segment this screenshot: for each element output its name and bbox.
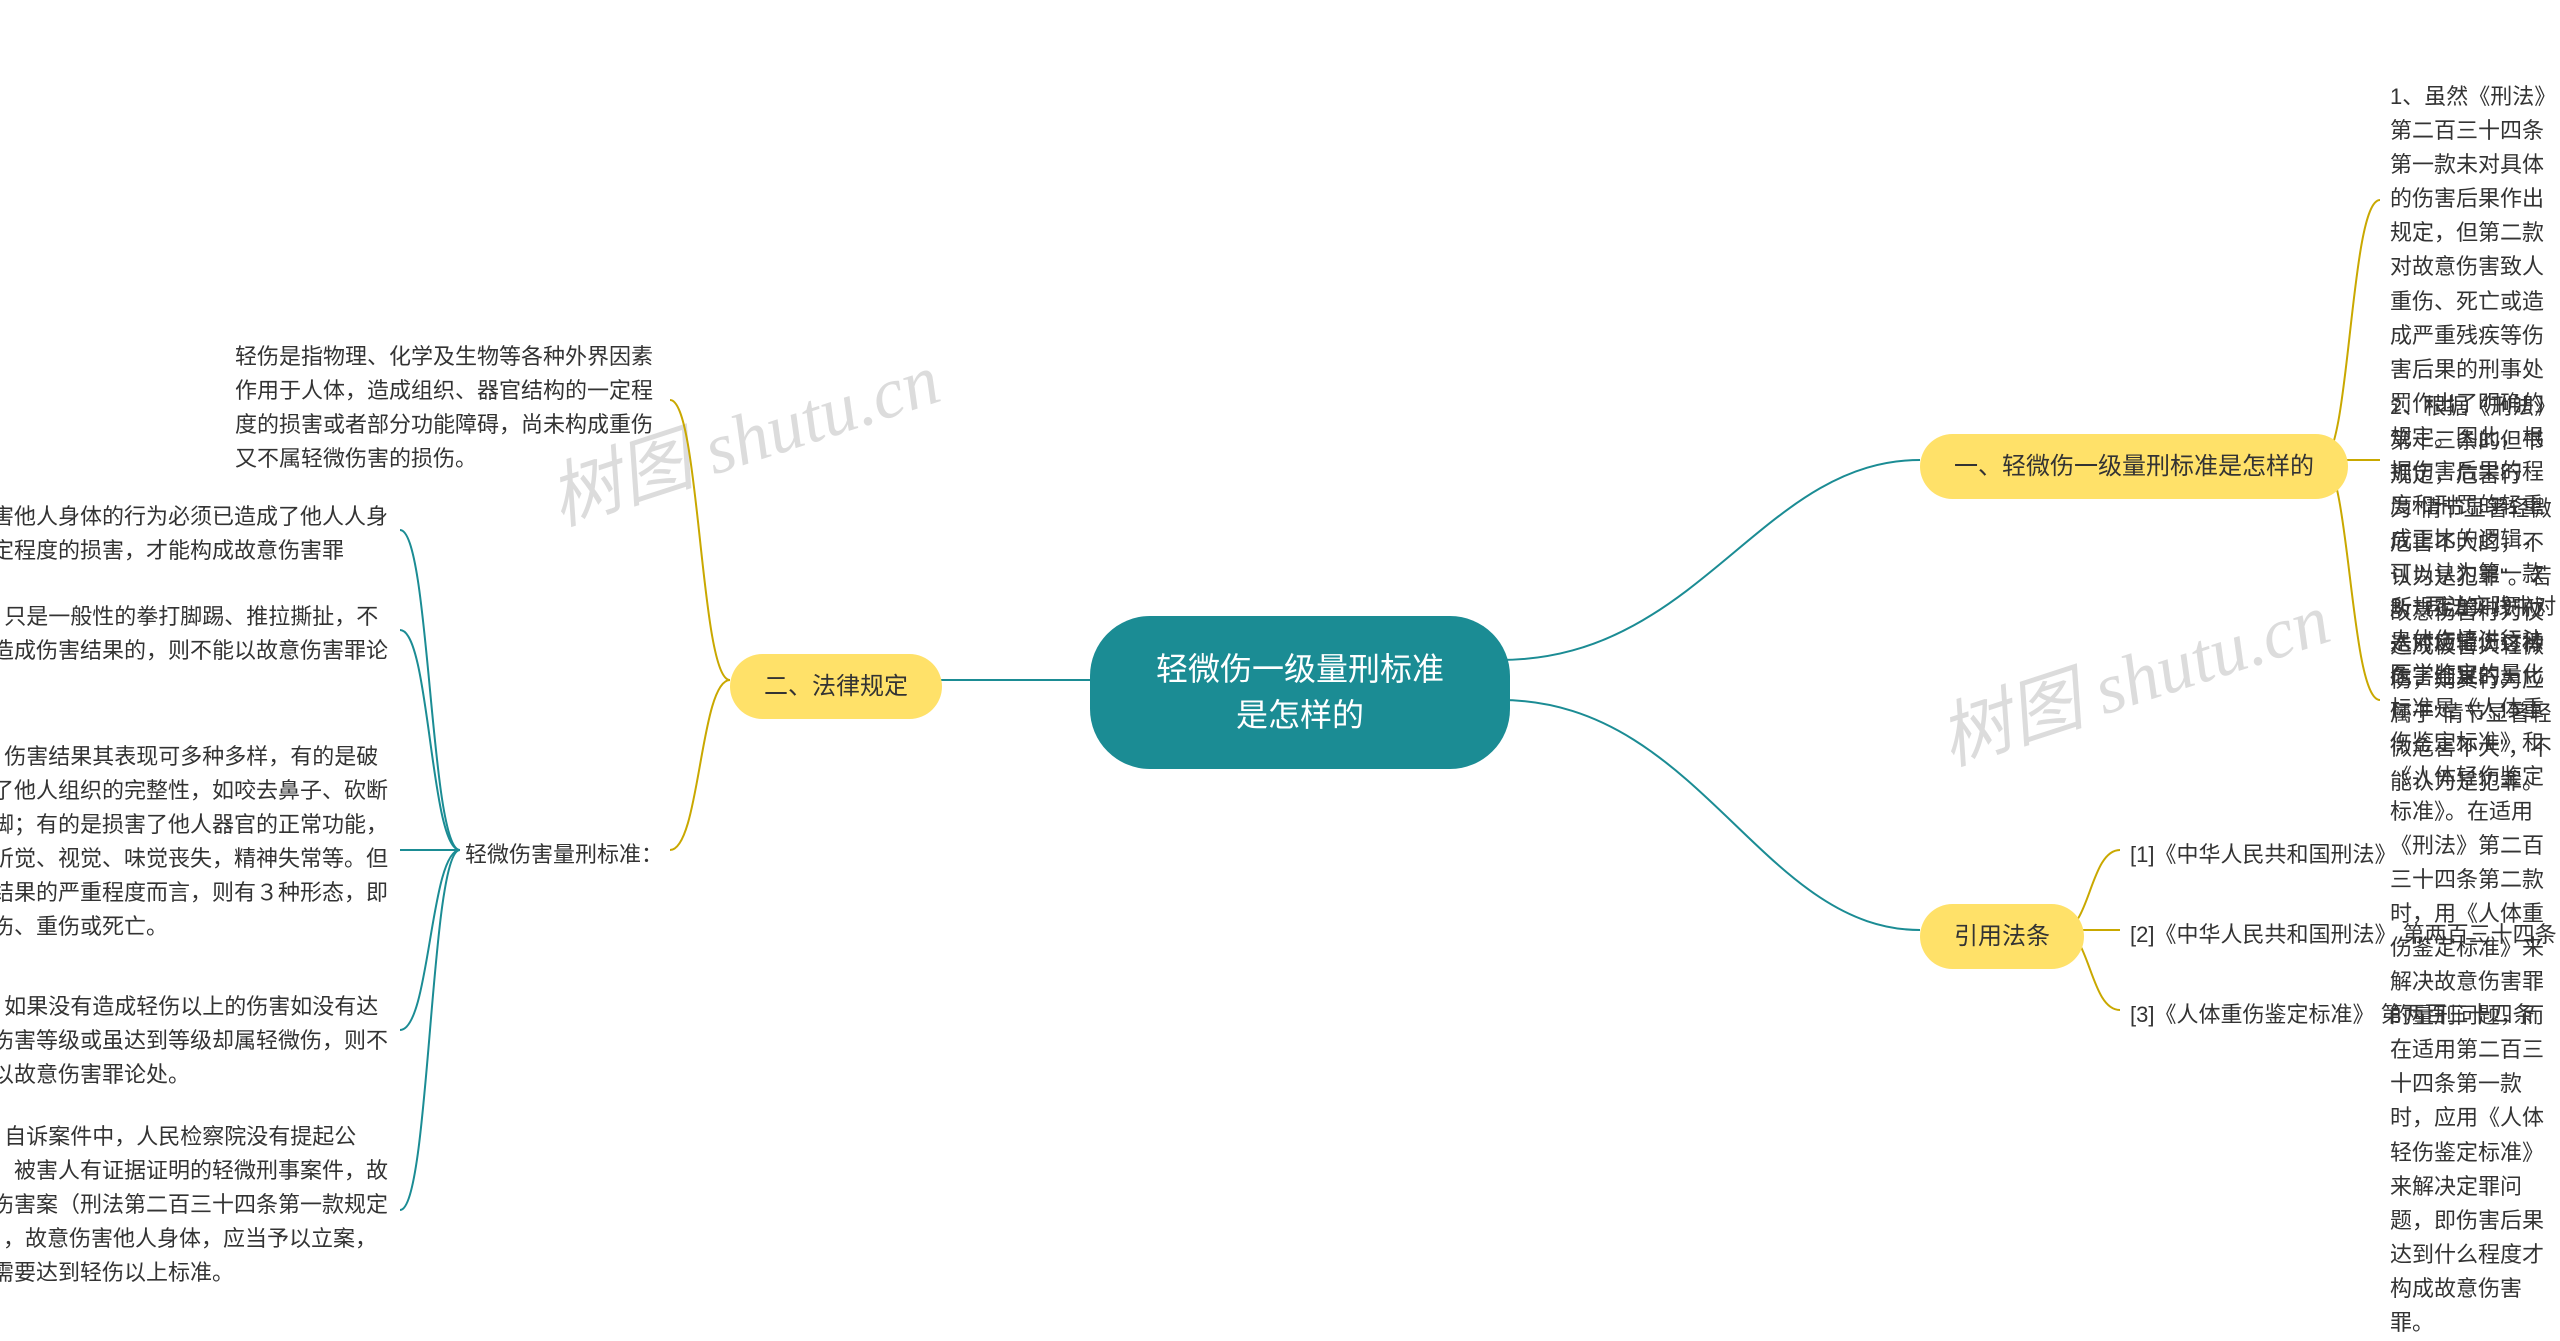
- branch-right-2[interactable]: 引用法条: [1920, 904, 2084, 969]
- branch-left-sub-item-2: 1、只是一般性的拳打脚踢、推拉撕扯，不会造成伤害结果的，则不能以故意伤害罪论处。: [0, 600, 390, 702]
- branch-left-sub-item-3: 2、伤害结果其表现可多种多样，有的是破坏了他人组织的完整性，如咬去鼻子、砍断手脚…: [0, 740, 390, 945]
- branch-right-1-item-3: 3、司法实践中对人体伤情进行法医学鉴定的量化标准是《人体重伤鉴定标准》和《人体轻…: [2390, 590, 2560, 1340]
- branch-left-sub-item-5: 4、自诉案件中，人民检察院没有提起公诉，被害人有证据证明的轻微刑事案件，故意伤害…: [0, 1120, 390, 1290]
- branch-right-1[interactable]: 一、轻微伤一级量刑标准是怎样的: [1920, 434, 2348, 499]
- branch-right-2-item-2: [2]《中华人民共和国刑法》 第两百三十四条: [2130, 918, 2557, 952]
- branch-left-sub-label: 轻微伤害量刑标准：: [465, 838, 663, 872]
- branch-right-2-item-3: [3]《人体重伤鉴定标准》 第两百三十四条: [2130, 998, 2535, 1032]
- watermark: 树图 shutu.cn: [1924, 560, 2341, 785]
- branch-right-2-item-1: [1]《中华人民共和国刑法》: [2130, 838, 2396, 872]
- branch-left[interactable]: 二、法律规定: [730, 654, 942, 719]
- mindmap-canvas: 树图 shutu.cn 树图 shutu.cn 轻微伤一级量刑标准是怎样的 一、…: [0, 0, 2560, 1341]
- root-node[interactable]: 轻微伤一级量刑标准是怎样的: [1090, 616, 1510, 769]
- branch-left-sub-item-1: 损害他人身体的行为必须已造成了他人人身一定程度的损害，才能构成故意伤害罪: [0, 500, 390, 568]
- branch-left-sub-item-4: 3、如果没有造成轻伤以上的伤害如没有达到伤害等级或虽达到等级却属轻微伤，则不能以…: [0, 990, 390, 1092]
- branch-left-top-desc: 轻伤是指物理、化学及生物等各种外界因素作用于人体，造成组织、器官结构的一定程度的…: [235, 340, 665, 476]
